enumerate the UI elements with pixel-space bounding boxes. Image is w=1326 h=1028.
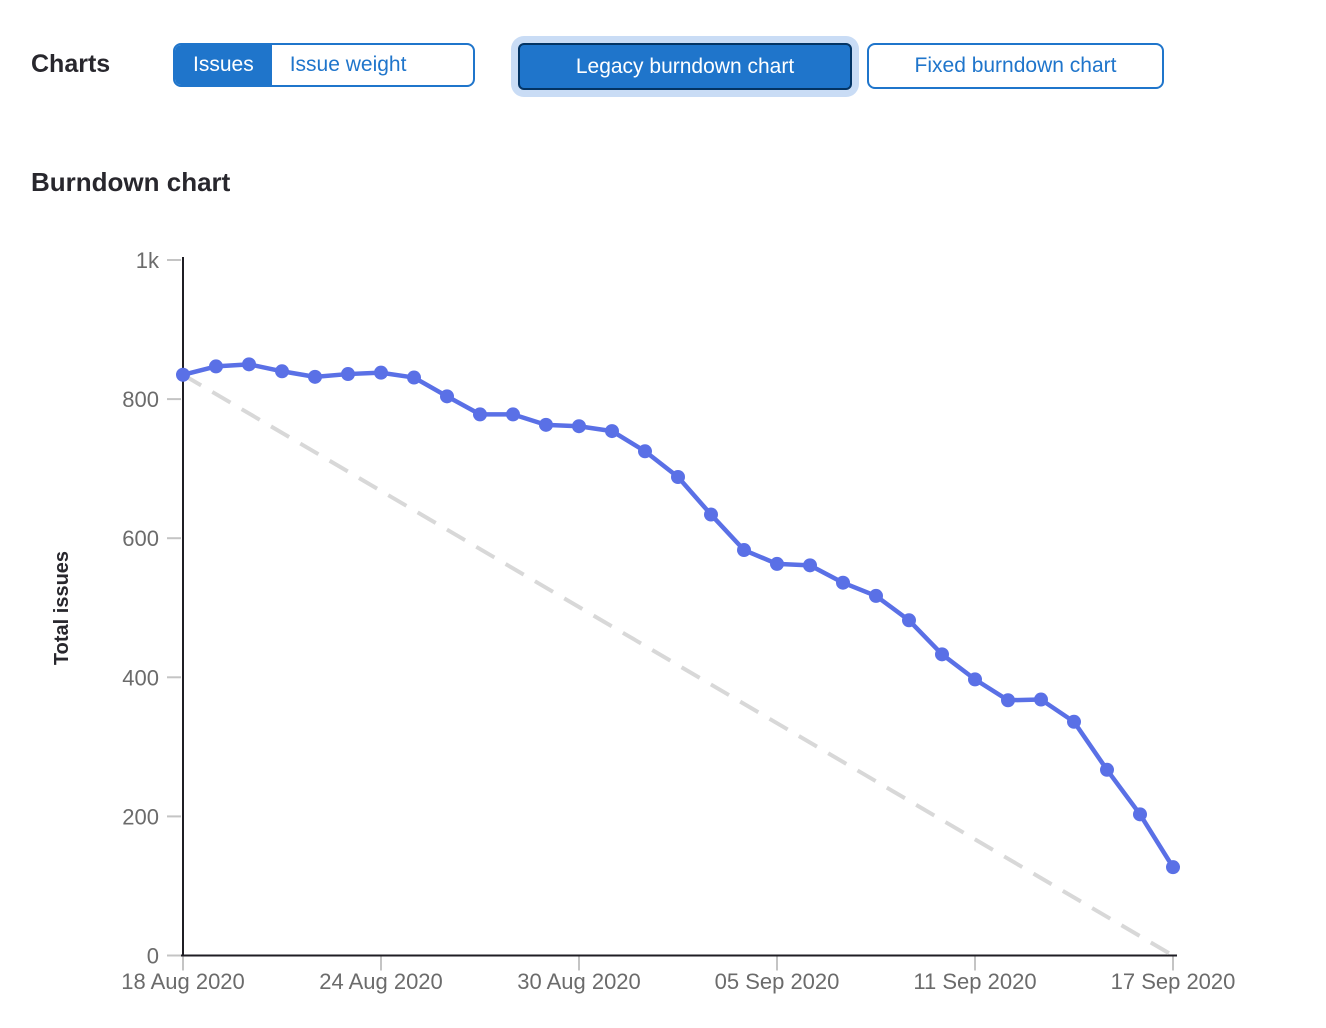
x-axis-ticks: 18 Aug 2020 24 Aug 2020 30 Aug 2020 05 Sep … (121, 956, 1236, 994)
data-point (1166, 860, 1180, 875)
data-point (803, 558, 817, 573)
data-point-markers (176, 357, 1180, 875)
data-point (308, 369, 322, 384)
charts-label: Charts (31, 50, 111, 78)
y-tick-label: 400 (122, 665, 159, 690)
x-tick-label: 30 Aug 2020 (517, 969, 641, 994)
x-tick-label: 11 Sep 2020 (913, 969, 1036, 994)
x-tick-label: 24 Aug 2020 (319, 969, 443, 994)
data-point (341, 367, 355, 382)
data-point (176, 367, 190, 382)
ideal-burndown-line (181, 373, 1175, 958)
data-point (407, 370, 421, 385)
data-point (737, 543, 751, 558)
x-tick-label: 05 Sep 2020 (715, 969, 840, 994)
page-title: Burndown chart (31, 167, 231, 197)
issue-toggle-group: Issues Issue weight (173, 43, 475, 87)
actual-burndown-line (180, 362, 1176, 870)
y-tick-label: 1k (136, 248, 160, 273)
y-tick-label: 600 (122, 526, 159, 551)
x-tick-label: 17 Sep 2020 (1111, 969, 1236, 994)
legacy-burndown-chart-button[interactable]: Legacy burndown chart (518, 43, 852, 90)
data-point (671, 469, 685, 484)
y-axis-title: Total issues (51, 551, 73, 665)
data-point (1001, 693, 1015, 708)
issue-weight-button[interactable]: Issue weight (272, 45, 425, 85)
data-point (209, 359, 223, 374)
data-point (902, 613, 916, 628)
data-point (935, 647, 949, 662)
data-point (605, 424, 619, 439)
y-tick-label: 200 (122, 804, 159, 829)
data-point (1067, 714, 1081, 729)
data-point (506, 407, 520, 422)
data-point (869, 588, 883, 603)
data-point (473, 407, 487, 422)
data-point (374, 365, 388, 380)
axes (181, 257, 1177, 957)
data-point (638, 444, 652, 459)
data-point (704, 507, 718, 522)
x-tick-label: 18 Aug 2020 (121, 969, 245, 994)
data-point (539, 417, 553, 432)
data-point (572, 419, 586, 434)
data-point (1133, 807, 1147, 822)
data-point (968, 672, 982, 687)
data-point (1100, 762, 1114, 777)
y-tick-label: 0 (147, 944, 159, 969)
data-point (770, 556, 784, 571)
data-point (1034, 692, 1048, 707)
data-point (836, 575, 850, 590)
issues-button[interactable]: Issues (175, 45, 272, 85)
data-point (275, 364, 289, 379)
data-point (242, 357, 256, 372)
fixed-burndown-chart-button[interactable]: Fixed burndown chart (867, 43, 1164, 89)
y-tick-label: 800 (122, 387, 159, 412)
y-axis-ticks: 0 200 400 600 800 1k (122, 248, 181, 969)
data-point (440, 389, 454, 404)
